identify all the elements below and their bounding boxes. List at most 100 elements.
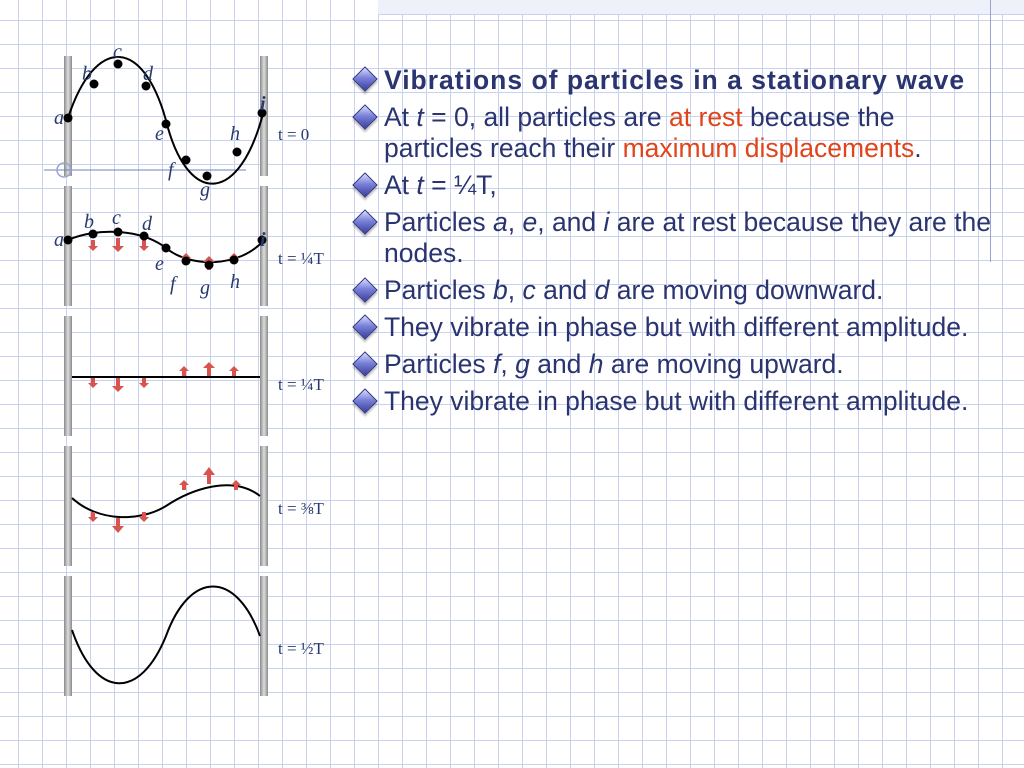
particle-i	[257, 108, 267, 118]
text-segment: are moving upward.	[603, 349, 844, 379]
particle-e	[161, 119, 171, 129]
label-g: g	[200, 179, 210, 201]
text-italic: d	[594, 275, 610, 305]
text-segment: At	[384, 170, 417, 200]
text-segment: At	[384, 102, 417, 132]
right-pole	[260, 186, 268, 306]
decorative-vertical-line	[990, 0, 991, 262]
diamond-bullet-icon	[352, 209, 378, 235]
label-e: e	[155, 253, 164, 275]
particle-a	[63, 113, 73, 123]
wave-curve	[71, 585, 261, 685]
text-italic: c	[522, 275, 536, 305]
particle-d	[139, 231, 149, 241]
text-italic: b	[492, 275, 508, 305]
time-label-5: t = ½T	[278, 639, 325, 658]
down-arrow-c	[112, 518, 124, 533]
up-arrow-g	[203, 467, 215, 484]
origin-marker	[56, 162, 72, 178]
text-segment: They vibrate in phase but with different…	[384, 312, 969, 342]
velocity-arrows	[88, 362, 239, 392]
text-italic: t	[416, 102, 424, 132]
down-arrow-b	[88, 240, 98, 251]
panel-t-half: t = ½T	[64, 576, 325, 696]
diamond-bullet-icon	[352, 104, 378, 130]
particle-b	[88, 229, 98, 239]
down-arrow-d	[139, 378, 149, 388]
text-segment: Particles	[384, 207, 493, 237]
text-segment: are at rest because they are the nodes.	[384, 207, 991, 268]
label-h: h	[230, 271, 240, 293]
slide-title: Vibrations of particles in a stationary …	[342, 64, 992, 96]
down-arrow-c	[112, 238, 124, 252]
time-label-1: t = 0	[278, 125, 309, 144]
label-d: d	[143, 63, 154, 85]
down-arrow-c	[112, 378, 124, 392]
down-arrow-b	[88, 512, 98, 522]
label-f: f	[170, 273, 178, 295]
bullet-4: Particles b, c and d are moving downward…	[342, 275, 992, 306]
diamond-bullet-icon	[352, 314, 378, 340]
down-arrow-d	[139, 512, 149, 522]
label-i: i	[260, 93, 266, 115]
particle-e	[161, 243, 171, 253]
label-i: i	[260, 229, 266, 251]
text-italic: t	[416, 170, 424, 200]
label-f: f	[168, 159, 176, 181]
text-italic: a	[492, 207, 508, 237]
text-segment: and	[529, 349, 589, 379]
particle-g	[202, 171, 212, 181]
right-pole	[260, 576, 268, 696]
bullet-3: Particles a, e, and i are at rest becaus…	[342, 207, 992, 269]
text-italic: g	[515, 349, 530, 379]
up-arrow-f	[179, 366, 189, 376]
bullet-2: At t = ¼T,	[342, 170, 992, 201]
text-segment: ,	[500, 349, 516, 379]
particle-b	[89, 79, 99, 89]
title-text: Vibrations of particles in a stationary …	[384, 65, 966, 95]
time-label-2: t = ¼T	[278, 249, 325, 268]
diamond-bullet-icon	[352, 172, 378, 198]
label-c: c	[112, 207, 121, 229]
left-pole	[64, 316, 72, 436]
particle-i	[257, 235, 267, 245]
up-arrow-g	[203, 362, 215, 376]
up-arrow-h	[229, 366, 239, 376]
particle-d	[141, 81, 151, 91]
text-segment: They vibrate in phase but with different…	[384, 386, 969, 416]
particle-c	[113, 227, 123, 237]
text-segment: are moving downward.	[609, 275, 884, 305]
label-a: a	[54, 107, 64, 129]
particle-f	[181, 155, 191, 165]
text-segment: ,	[507, 275, 523, 305]
text-segment: = 0, all particles are	[423, 102, 670, 132]
bullet-5: They vibrate in phase but with different…	[342, 312, 992, 343]
velocity-arrows	[88, 467, 241, 533]
label-a: a	[54, 229, 64, 251]
text-italic: i	[603, 207, 610, 237]
left-pole	[64, 446, 72, 566]
particle-a	[63, 235, 73, 245]
text-segment: and	[535, 275, 595, 305]
particle-h	[229, 255, 239, 265]
up-arrow-h	[231, 480, 241, 490]
text-segment: = ¼T,	[423, 170, 497, 200]
particle-g	[204, 260, 214, 270]
diamond-bullet-icon	[352, 351, 378, 377]
label-b: b	[84, 211, 94, 233]
time-label-3: t = ¼T	[278, 375, 325, 394]
bullet-1: At t = 0, all particles are at rest beca…	[342, 102, 992, 164]
label-e: e	[155, 123, 164, 145]
panel-t-three-eighths: t = ⅜T	[64, 446, 325, 566]
label-g: g	[200, 277, 210, 299]
wave-curve	[71, 484, 261, 519]
highlight-max-displacements: maximum displacements	[622, 133, 915, 163]
diamond-bullet-icon	[352, 277, 378, 303]
text-segment: ,	[507, 207, 523, 237]
right-pole	[260, 446, 268, 566]
text-segment: Particles	[384, 349, 493, 379]
text-italic: f	[492, 349, 501, 379]
decorative-top-panel	[378, 0, 1024, 15]
panel-t0: a b c d e f g h i t = 0	[44, 41, 309, 201]
label-b: b	[82, 63, 92, 85]
